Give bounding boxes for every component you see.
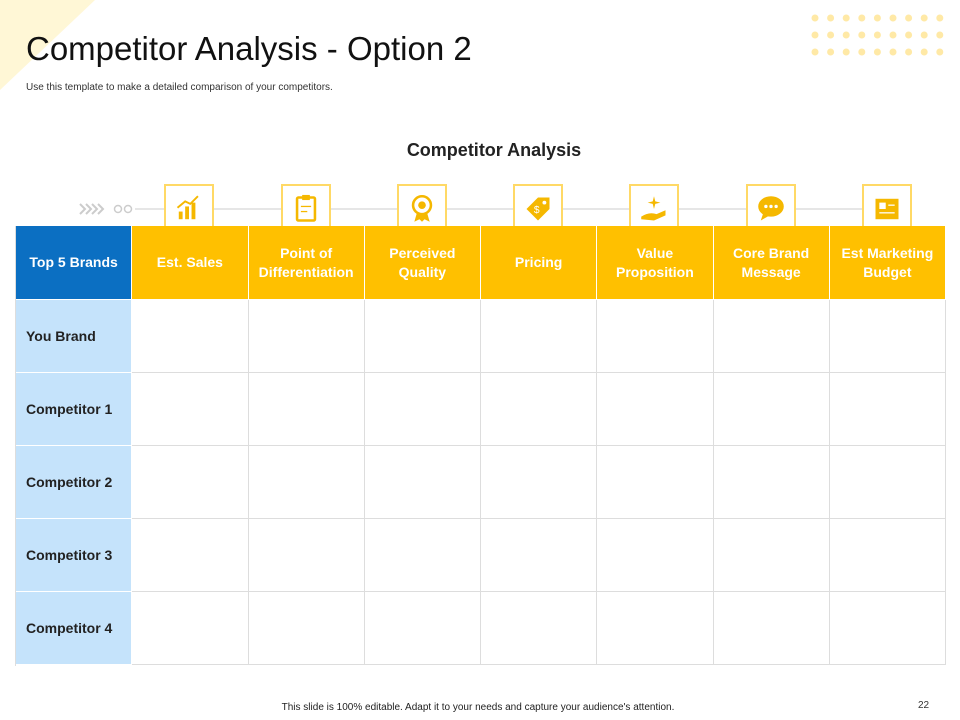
table-cell xyxy=(248,373,365,446)
dot xyxy=(920,48,928,56)
page-number: 22 xyxy=(918,700,930,711)
dot xyxy=(858,31,866,39)
table-cell xyxy=(829,373,946,446)
table-cell xyxy=(481,446,598,519)
table-cell xyxy=(481,592,598,665)
dot xyxy=(889,31,897,39)
table-cell xyxy=(829,519,946,592)
dot xyxy=(936,48,944,56)
table-cell xyxy=(132,373,249,446)
table-cell xyxy=(829,300,946,373)
table-cell xyxy=(364,300,481,373)
table-cell xyxy=(597,519,714,592)
table-cell xyxy=(248,592,365,665)
icon-glyph xyxy=(411,194,433,222)
table-cell xyxy=(829,446,946,519)
dot xyxy=(905,48,913,56)
dot xyxy=(842,31,850,39)
table-cell xyxy=(132,592,249,665)
table-title: Competitor Analysis xyxy=(406,140,582,160)
icon-glyph xyxy=(757,196,784,221)
table-cell xyxy=(597,373,714,446)
icon-glyph: $ xyxy=(526,197,550,221)
dot xyxy=(811,48,819,56)
table-cell xyxy=(597,446,714,519)
row-label: Competitor 1 xyxy=(16,373,133,446)
dot xyxy=(842,14,850,22)
dot xyxy=(873,31,881,39)
header-cell: Point of Differentiation xyxy=(248,226,365,300)
dot xyxy=(811,14,819,22)
table-cell xyxy=(713,519,830,592)
header-cell: Est. Sales xyxy=(132,226,249,300)
footer-text: This slide is 100% editable. Adapt it to… xyxy=(281,702,675,713)
table-cell xyxy=(248,519,365,592)
table-cell xyxy=(132,519,249,592)
header-cell: Est Marketing Budget xyxy=(829,226,946,300)
dot xyxy=(920,14,928,22)
svg-text:$: $ xyxy=(534,205,540,216)
icon-glyph xyxy=(641,196,666,221)
dot xyxy=(920,31,928,39)
dot xyxy=(858,14,866,22)
dot xyxy=(811,31,819,39)
table-cell xyxy=(132,446,249,519)
dot xyxy=(905,14,913,22)
dot xyxy=(936,14,944,22)
dot xyxy=(889,48,897,56)
table-cell xyxy=(713,300,830,373)
column-icon xyxy=(745,184,796,234)
dot xyxy=(858,48,866,56)
row-label: Competitor 4 xyxy=(16,592,133,665)
table-cell xyxy=(713,592,830,665)
table-cell xyxy=(248,300,365,373)
dot xyxy=(936,31,944,39)
header-cell: Top 5 Brands xyxy=(16,226,133,300)
dot xyxy=(889,14,897,22)
dot xyxy=(827,14,835,22)
table-cell xyxy=(713,373,830,446)
column-icon: $ xyxy=(513,184,564,234)
table-cell xyxy=(597,300,714,373)
table-cell xyxy=(829,592,946,665)
table-cell xyxy=(364,519,481,592)
header-cell: Core Brand Message xyxy=(713,226,830,300)
table-cell xyxy=(481,373,598,446)
dot xyxy=(827,31,835,39)
header-cell: Perceived Quality xyxy=(364,226,481,300)
table-cell xyxy=(248,446,365,519)
icon-glyph xyxy=(177,195,199,220)
row-label: You Brand xyxy=(16,300,133,373)
table-cell xyxy=(364,592,481,665)
dot xyxy=(827,48,835,56)
dot xyxy=(905,31,913,39)
row-label: Competitor 2 xyxy=(16,446,133,519)
table-cell xyxy=(481,519,598,592)
column-icon xyxy=(164,184,215,234)
icon-glyph xyxy=(295,194,316,222)
title: Competitor Analysis - Option 2 xyxy=(26,30,472,67)
subtitle: Use this template to make a detailed com… xyxy=(26,82,333,93)
icon-glyph xyxy=(875,198,899,220)
table-cell xyxy=(597,592,714,665)
table-cell xyxy=(481,300,598,373)
table-cell xyxy=(713,446,830,519)
dot xyxy=(842,48,850,56)
table-cell xyxy=(364,446,481,519)
header-cell: Pricing xyxy=(481,226,598,300)
dot xyxy=(873,14,881,22)
table: Top 5 Brands Est. Sales Point of Different… xyxy=(15,226,946,666)
row-label: Competitor 3 xyxy=(16,519,133,592)
header-cell: Value Proposition xyxy=(597,226,714,300)
dot xyxy=(873,48,881,56)
table-cell xyxy=(132,300,249,373)
table-cell xyxy=(364,373,481,446)
